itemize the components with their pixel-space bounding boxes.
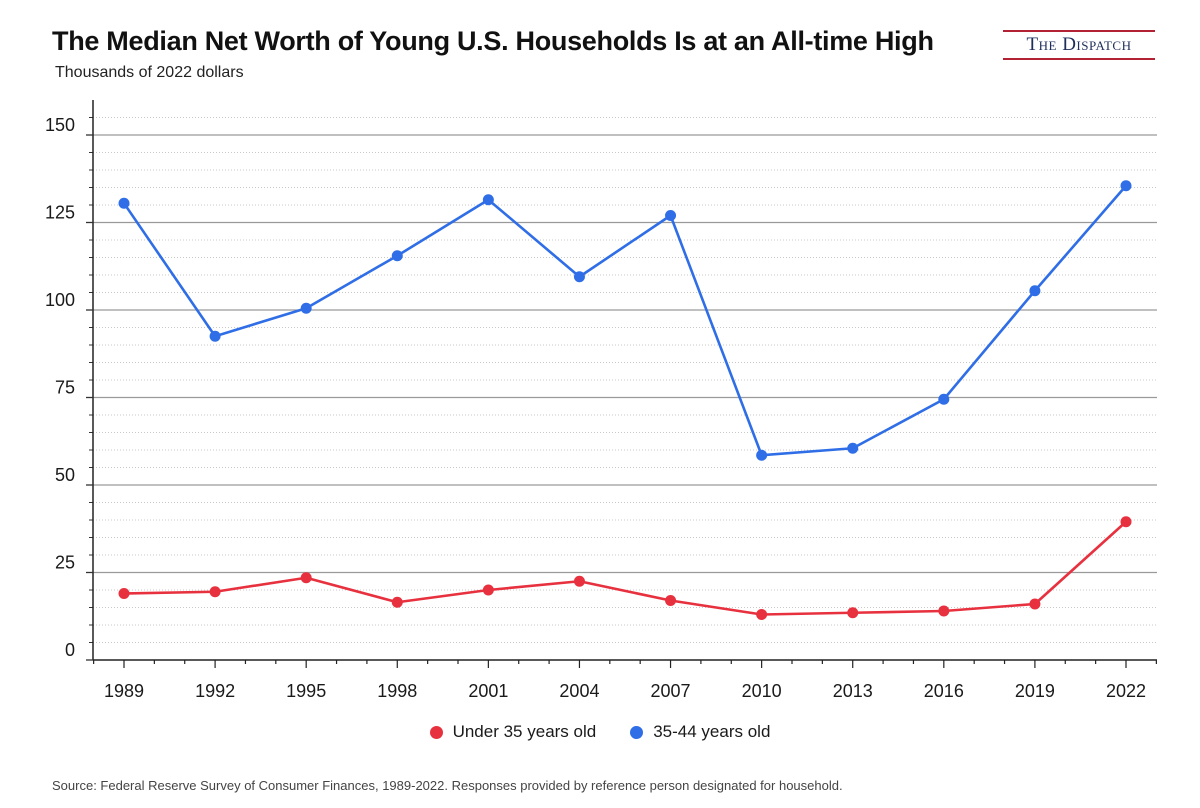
data-point <box>938 393 950 405</box>
series-layer <box>118 180 1132 620</box>
legend-item-under-35[interactable]: Under 35 years old <box>429 722 597 742</box>
series-line <box>122 184 1127 457</box>
data-point <box>209 330 221 342</box>
publisher-logo[interactable]: The Dispatch <box>1003 30 1155 60</box>
legend-item-35-44[interactable]: 35-44 years old <box>630 722 770 742</box>
data-point <box>118 588 130 599</box>
legend: Under 35 years old 35-44 years old <box>0 722 1200 742</box>
x-tick-label: 1998 <box>377 681 417 701</box>
data-point <box>847 607 859 619</box>
x-tick-label: 2013 <box>833 681 873 701</box>
y-axis-ticks: 0 25 50 75 100 125 150 <box>45 115 93 661</box>
source-note: Source: Federal Reserve Survey of Consum… <box>52 778 843 793</box>
data-point <box>300 302 312 314</box>
y-tick-label: 100 <box>45 290 75 310</box>
data-point <box>665 595 677 606</box>
x-tick-label: 2016 <box>924 681 964 701</box>
data-point <box>1029 285 1041 297</box>
legend-swatch-under-35 <box>429 725 443 739</box>
data-point <box>573 271 585 283</box>
data-point <box>847 442 859 454</box>
y-tick-label: 150 <box>45 115 75 135</box>
chart-title: The Median Net Worth of Young U.S. House… <box>52 26 934 56</box>
series-under-35 <box>118 516 1132 620</box>
x-tick-label: 2004 <box>559 681 599 701</box>
series-line <box>123 520 1127 616</box>
data-point <box>118 197 130 209</box>
x-axis-ticks: 1989 1992 1995 1998 2001 2004 2007 2010 2013 2016… <box>93 660 1157 701</box>
x-tick-label: 1992 <box>195 681 235 701</box>
data-point <box>391 596 403 608</box>
data-point <box>573 575 585 587</box>
data-point <box>482 584 494 596</box>
x-tick-label: 2010 <box>742 681 782 701</box>
x-tick-label: 1995 <box>286 681 326 701</box>
y-tick-label: 125 <box>45 203 75 223</box>
legend-swatch-35-44 <box>630 725 644 739</box>
y-tick-label: 0 <box>65 640 75 660</box>
data-point <box>482 194 494 206</box>
axes <box>92 100 1157 661</box>
x-tick-label: 2001 <box>468 681 508 701</box>
data-point <box>1120 180 1132 192</box>
y-tick-label: 75 <box>55 378 75 398</box>
series-35-44 <box>118 180 1132 461</box>
x-tick-label: 1989 <box>104 681 144 701</box>
data-point <box>756 609 768 620</box>
x-tick-label: 2022 <box>1106 681 1146 701</box>
gridlines <box>89 117 1157 643</box>
x-tick-label: 2019 <box>1015 681 1055 701</box>
x-tick-label: 2007 <box>651 681 691 701</box>
line-chart: 0 25 50 75 100 125 150 1989 1992 1995 1998 2001 200… <box>45 100 1157 701</box>
y-tick-label: 50 <box>55 465 75 485</box>
y-tick-label: 25 <box>55 553 75 573</box>
chart-subtitle: Thousands of 2022 dollars <box>55 64 244 81</box>
data-point <box>938 605 950 617</box>
legend-label-under-35: Under 35 years old <box>452 722 597 741</box>
legend-label-35-44: 35-44 years old <box>653 722 771 741</box>
data-point <box>665 210 677 221</box>
data-point <box>209 586 221 598</box>
data-point <box>1029 598 1041 610</box>
data-point <box>756 449 768 461</box>
data-point <box>1120 516 1132 528</box>
data-point <box>300 572 312 584</box>
data-point <box>391 250 403 262</box>
